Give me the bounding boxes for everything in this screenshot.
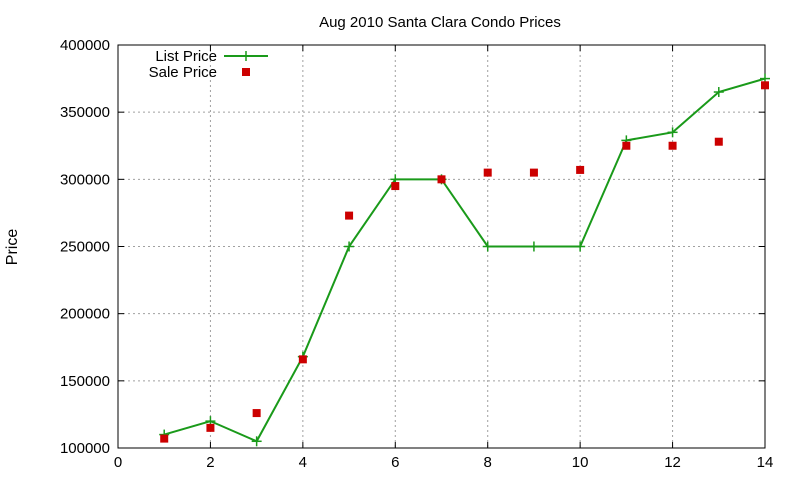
y-tick-label: 350000 — [60, 104, 110, 121]
list-price-point — [251, 436, 262, 447]
x-tick-label: 2 — [206, 454, 214, 471]
sale-price-point — [206, 423, 215, 432]
x-tick-label: 14 — [757, 454, 774, 471]
x-tick-label: 10 — [572, 454, 589, 471]
y-tick-label: 400000 — [60, 37, 110, 54]
x-tick-label: 4 — [299, 454, 307, 471]
y-tick-label: 250000 — [60, 239, 110, 256]
y-tick-label: 200000 — [60, 306, 110, 323]
y-axis-label: Price — [4, 229, 21, 266]
plot-frame — [117, 44, 766, 449]
x-tick-label: 0 — [114, 454, 122, 471]
sale-price-point — [391, 182, 400, 191]
sale-price-point — [160, 434, 169, 443]
sale-price-point — [714, 137, 723, 146]
x-tick-label: 6 — [391, 454, 399, 471]
sale-price-point — [668, 141, 677, 150]
list-price-point — [713, 87, 724, 98]
list-price-point — [528, 241, 539, 252]
list-price-point — [575, 241, 586, 252]
y-tick-label: 300000 — [60, 171, 110, 188]
list-price-line — [163, 77, 766, 443]
legend-label-list-price: List Price — [155, 48, 217, 65]
y-tick-label: 100000 — [60, 440, 110, 457]
sale-price-point — [761, 81, 769, 90]
sale-price-point — [252, 409, 261, 418]
sale-price-point — [298, 355, 307, 364]
sale-price-point — [437, 175, 446, 184]
sale-price-point — [529, 168, 538, 177]
x-tick-label: 8 — [484, 454, 492, 471]
tick-layer: 0 2 4 6 8 10 12 14 100000 150000 200000 250000 30000… — [60, 37, 773, 471]
chart-title: Aug 2010 Santa Clara Condo Prices — [319, 14, 561, 31]
y-tick-label: 150000 — [60, 373, 110, 390]
x-tick-label: 12 — [664, 454, 681, 471]
list-price-point — [344, 241, 355, 252]
grid-layer — [118, 45, 765, 448]
sale-price-point — [345, 211, 354, 220]
sale-price-point — [622, 141, 631, 150]
series-layer — [159, 73, 770, 447]
sale-price-point — [483, 168, 492, 177]
legend-marker-sale-price — [242, 68, 250, 76]
legend-label-sale-price: Sale Price — [149, 64, 217, 81]
list-price-point — [482, 241, 493, 252]
legend-marker-list-price — [241, 51, 251, 61]
sale-price-point — [576, 165, 585, 174]
list-price-point — [667, 127, 678, 138]
